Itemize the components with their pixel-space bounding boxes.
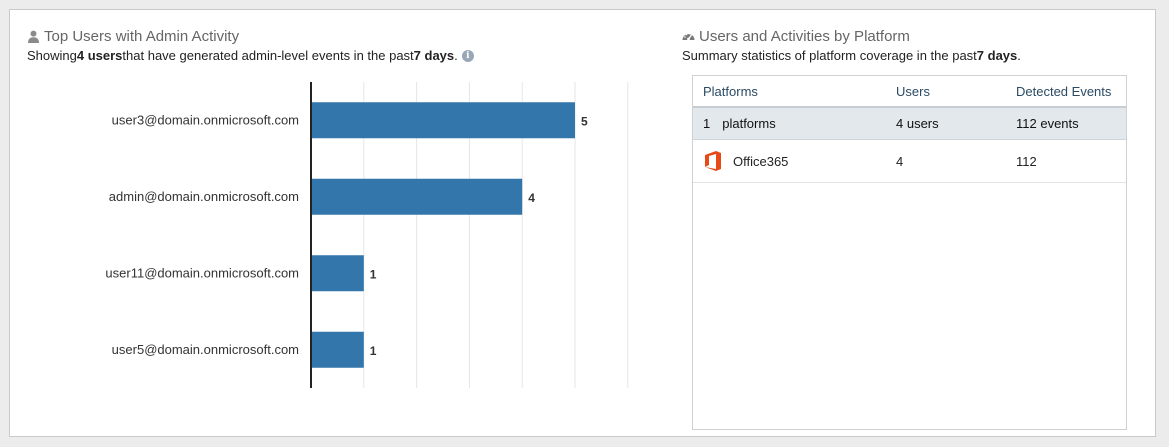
category-label: user11@domain.onmicrosoft.com	[105, 265, 299, 280]
summary-events: 112 events	[1016, 116, 1079, 131]
top-users-title: Top Users with Admin Activity	[27, 26, 647, 46]
summary-platforms-label: platforms	[722, 116, 776, 131]
bar[interactable]	[311, 331, 364, 368]
bar[interactable]	[311, 255, 364, 292]
value-label: 4	[528, 191, 535, 205]
platform-title: Users and Activities by Platform	[682, 26, 1122, 46]
top-users-panel: Top Users with Admin Activity Showing 4 …	[27, 26, 647, 426]
top-users-title-text: Top Users with Admin Activity	[44, 27, 240, 45]
subtitle-period: 7 days	[976, 48, 1018, 63]
top-users-subtitle: Showing 4 users that have generated admi…	[27, 47, 647, 64]
value-label: 1	[370, 344, 377, 358]
platform-table: Platforms Users Detected Events 1 platfo…	[692, 75, 1127, 430]
summary-count: 1	[703, 116, 711, 131]
summary-users: 4 users	[896, 116, 939, 131]
dashboard-icon	[682, 32, 695, 40]
platform-name: Office365	[733, 153, 789, 169]
bar-chart-svg: user3@domain.onmicrosoft.com 5 admin@domai…	[105, 82, 629, 388]
office365-icon	[705, 151, 721, 171]
row-platform: Office365	[693, 150, 886, 172]
category-label: user3@domain.onmicrosoft.com	[112, 112, 299, 127]
subtitle-text: that have generated admin-level events i…	[122, 48, 414, 63]
subtitle-period: 7 days	[413, 48, 455, 63]
category-label: admin@domain.onmicrosoft.com	[109, 189, 299, 204]
user-icon	[28, 30, 39, 43]
value-label: 1	[370, 267, 377, 281]
subtitle-text: Summary statistics of platform coverage …	[682, 48, 977, 63]
value-label: 5	[581, 114, 588, 128]
summary-platforms: 1 platforms	[693, 116, 886, 131]
bar[interactable]	[311, 178, 523, 215]
bar[interactable]	[311, 102, 575, 139]
info-circle-icon[interactable]: i	[461, 49, 474, 62]
row-users: 4	[896, 153, 904, 169]
dashboard-frame: Top Users with Admin Activity Showing 4 …	[9, 9, 1156, 437]
table-row[interactable]: Office365 4 112	[693, 140, 1126, 183]
table-header: Platforms Users Detected Events	[693, 76, 1126, 108]
admin-activity-chart: user3@domain.onmicrosoft.com 5 admin@domai…	[27, 82, 647, 402]
subtitle-text: .	[454, 48, 458, 63]
subtitle-text: Showing	[27, 48, 77, 63]
table-summary-row: 1 platforms 4 users 112 events	[693, 108, 1126, 140]
platform-title-text: Users and Activities by Platform	[699, 27, 910, 45]
column-header-events[interactable]: Detected Events	[1016, 83, 1112, 99]
platform-subtitle: Summary statistics of platform coverage …	[682, 47, 1122, 64]
column-header-users[interactable]: Users	[896, 83, 930, 99]
row-events: 112	[1016, 153, 1037, 169]
column-header-platforms[interactable]: Platforms	[703, 83, 758, 99]
subtitle-text: .	[1017, 48, 1021, 63]
category-label: user5@domain.onmicrosoft.com	[112, 342, 299, 357]
platform-panel: Users and Activities by Platform Summary…	[682, 26, 1127, 430]
subtitle-user-count: 4 users	[76, 48, 123, 63]
